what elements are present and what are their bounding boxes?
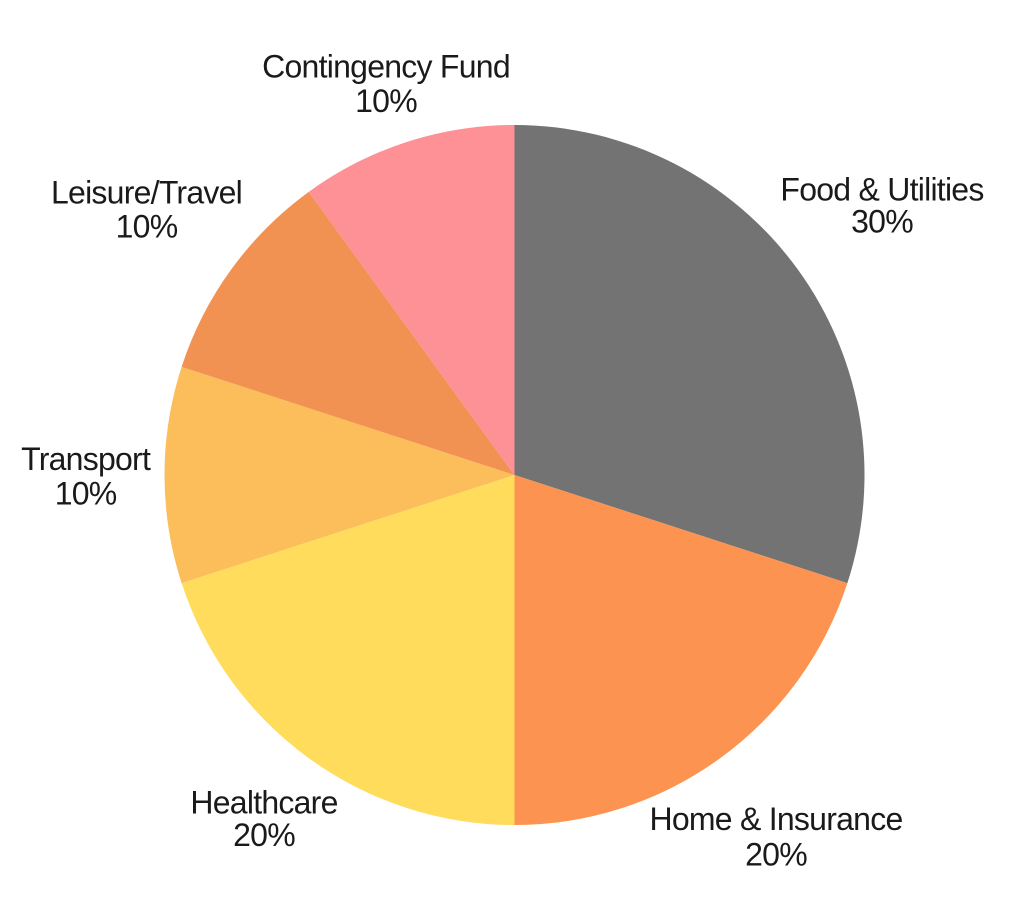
svg-text:10%: 10% [55,475,117,511]
svg-text:10%: 10% [116,209,178,245]
svg-text:Leisure/Travel: Leisure/Travel [51,175,242,211]
svg-text:Contingency Fund: Contingency Fund [262,49,510,85]
svg-text:Home & Insurance: Home & Insurance [649,801,902,837]
svg-text:20%: 20% [233,817,295,853]
svg-text:20%: 20% [745,836,807,872]
svg-text:Healthcare: Healthcare [190,785,337,821]
svg-text:Food & Utilities: Food & Utilities [780,172,983,208]
svg-text:Transport: Transport [21,441,151,477]
svg-text:10%: 10% [355,83,417,119]
svg-text:30%: 30% [851,204,913,240]
